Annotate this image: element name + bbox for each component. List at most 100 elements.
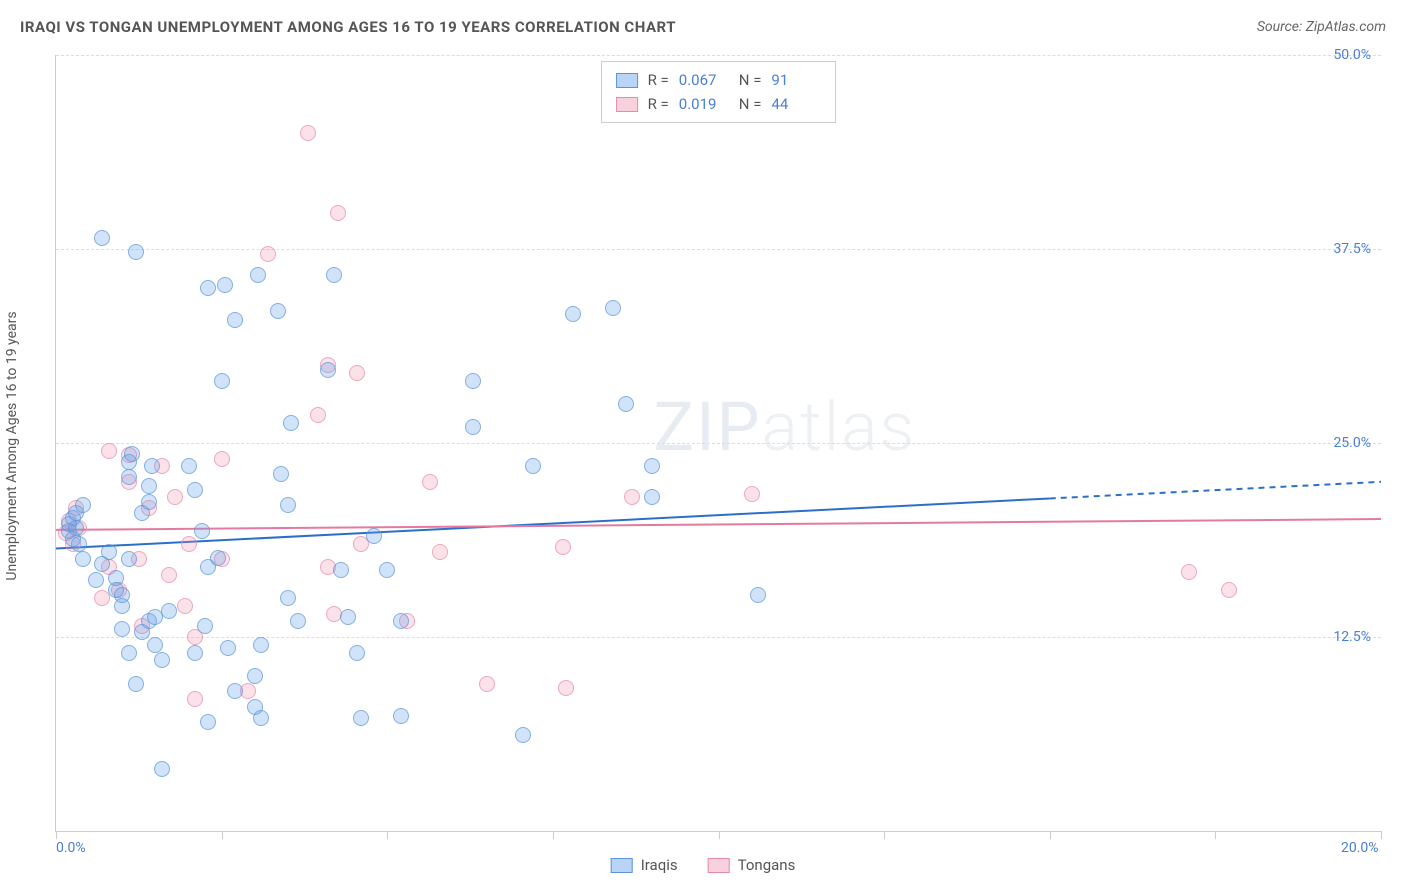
gridline bbox=[56, 443, 1381, 444]
iraqi-point bbox=[393, 613, 409, 629]
iraqi-point bbox=[94, 230, 110, 246]
iraqi-point bbox=[750, 587, 766, 603]
stats-legend-row: R = 0.019 N = 44 bbox=[616, 92, 822, 116]
tongan-point bbox=[181, 536, 197, 552]
legend-swatch bbox=[708, 858, 730, 873]
iraqi-point bbox=[270, 303, 286, 319]
watermark: ZIPatlas bbox=[653, 387, 916, 467]
iraqi-point bbox=[114, 621, 130, 637]
iraqi-point bbox=[366, 528, 382, 544]
y-tick-label: 12.5% bbox=[1333, 629, 1371, 645]
x-tick bbox=[884, 831, 885, 839]
tongan-point bbox=[300, 125, 316, 141]
iraqi-point bbox=[200, 280, 216, 296]
watermark-light: atlas bbox=[762, 387, 917, 467]
iraqi-point bbox=[465, 373, 481, 389]
iraqi-point bbox=[187, 482, 203, 498]
scatter-chart: ZIPatlas R =0.067N =91R = 0.019 N = 44 12.5… bbox=[55, 55, 1381, 832]
x-tick bbox=[1215, 831, 1216, 839]
iraqi-point bbox=[68, 520, 84, 536]
tongan-point bbox=[558, 680, 574, 696]
iraqi-point bbox=[465, 419, 481, 435]
iraqi-point bbox=[108, 570, 124, 586]
iraqi-point bbox=[247, 668, 263, 684]
iraqi-point bbox=[644, 489, 660, 505]
iraqi-point bbox=[124, 446, 140, 462]
iraqi-point bbox=[283, 415, 299, 431]
stats-legend-row: R =0.067N =91 bbox=[616, 68, 822, 92]
iraqi-point bbox=[227, 312, 243, 328]
iraqi-point bbox=[333, 562, 349, 578]
chart-title: IRAQI VS TONGAN UNEMPLOYMENT AMONG AGES … bbox=[20, 18, 676, 36]
iraqi-point bbox=[187, 645, 203, 661]
x-tick bbox=[56, 831, 57, 839]
tongan-point bbox=[349, 365, 365, 381]
iraqi-point bbox=[144, 458, 160, 474]
legend-swatch bbox=[611, 858, 633, 873]
iraqi-point bbox=[227, 683, 243, 699]
iraqi-point bbox=[154, 652, 170, 668]
tongan-point bbox=[187, 691, 203, 707]
n-value: 91 bbox=[771, 68, 821, 92]
iraqi-point bbox=[121, 645, 137, 661]
iraqi-point bbox=[194, 523, 210, 539]
tongan-point bbox=[214, 451, 230, 467]
y-tick-label: 37.5% bbox=[1333, 241, 1371, 257]
iraqi-point bbox=[525, 458, 541, 474]
source-attribution: Source: ZipAtlas.com bbox=[1257, 19, 1386, 35]
x-tick-label: 20.0% bbox=[1341, 840, 1379, 856]
tongan-point bbox=[330, 205, 346, 221]
iraqi-point bbox=[393, 708, 409, 724]
tongan-point bbox=[624, 489, 640, 505]
n-label: N = bbox=[739, 92, 762, 116]
tongan-point bbox=[432, 544, 448, 560]
iraqi-point bbox=[273, 466, 289, 482]
iraqi-point bbox=[141, 478, 157, 494]
y-axis-label: Unemployment Among Ages 16 to 19 years bbox=[4, 311, 20, 580]
x-tick-label: 0.0% bbox=[56, 840, 86, 856]
legend-swatch bbox=[616, 73, 638, 88]
gridline bbox=[56, 55, 1381, 56]
tongan-point bbox=[260, 246, 276, 262]
tongan-point bbox=[555, 539, 571, 555]
y-tick-label: 50.0% bbox=[1333, 47, 1371, 63]
gridline bbox=[56, 637, 1381, 638]
tongan-point bbox=[177, 598, 193, 614]
iraqi-point bbox=[161, 603, 177, 619]
iraqi-point bbox=[326, 267, 342, 283]
r-label: R = bbox=[648, 92, 669, 116]
iraqi-point bbox=[121, 469, 137, 485]
iraqi-point bbox=[101, 544, 117, 560]
iraqi-point bbox=[290, 613, 306, 629]
iraqi-point bbox=[353, 710, 369, 726]
x-tick bbox=[387, 831, 388, 839]
iraqi-point bbox=[121, 551, 137, 567]
r-label: R = bbox=[648, 68, 669, 92]
iraqi-point bbox=[280, 497, 296, 513]
x-tick bbox=[1381, 831, 1382, 839]
legend-label: Tongans bbox=[738, 856, 796, 874]
chart-header: IRAQI VS TONGAN UNEMPLOYMENT AMONG AGES … bbox=[20, 18, 1386, 36]
iraqi-point bbox=[320, 362, 336, 378]
iraqi-point bbox=[75, 551, 91, 567]
gridline bbox=[56, 249, 1381, 250]
iraqi-point bbox=[210, 550, 226, 566]
r-value: 0.019 bbox=[679, 92, 729, 116]
iraqi-point bbox=[147, 637, 163, 653]
iraqi-point bbox=[75, 497, 91, 513]
n-value: 44 bbox=[771, 92, 821, 116]
iraqi-point bbox=[200, 714, 216, 730]
tongan-point bbox=[1221, 582, 1237, 598]
tongan-point bbox=[479, 676, 495, 692]
iraqi-point bbox=[644, 458, 660, 474]
tongan-point bbox=[101, 443, 117, 459]
iraqi-point bbox=[181, 458, 197, 474]
iraqi-point bbox=[128, 676, 144, 692]
x-tick bbox=[553, 831, 554, 839]
watermark-bold: ZIP bbox=[653, 387, 761, 467]
x-tick bbox=[719, 831, 720, 839]
iraqi-point bbox=[71, 536, 87, 552]
x-tick bbox=[1050, 831, 1051, 839]
iraqi-point bbox=[88, 572, 104, 588]
iraqi-point bbox=[515, 727, 531, 743]
